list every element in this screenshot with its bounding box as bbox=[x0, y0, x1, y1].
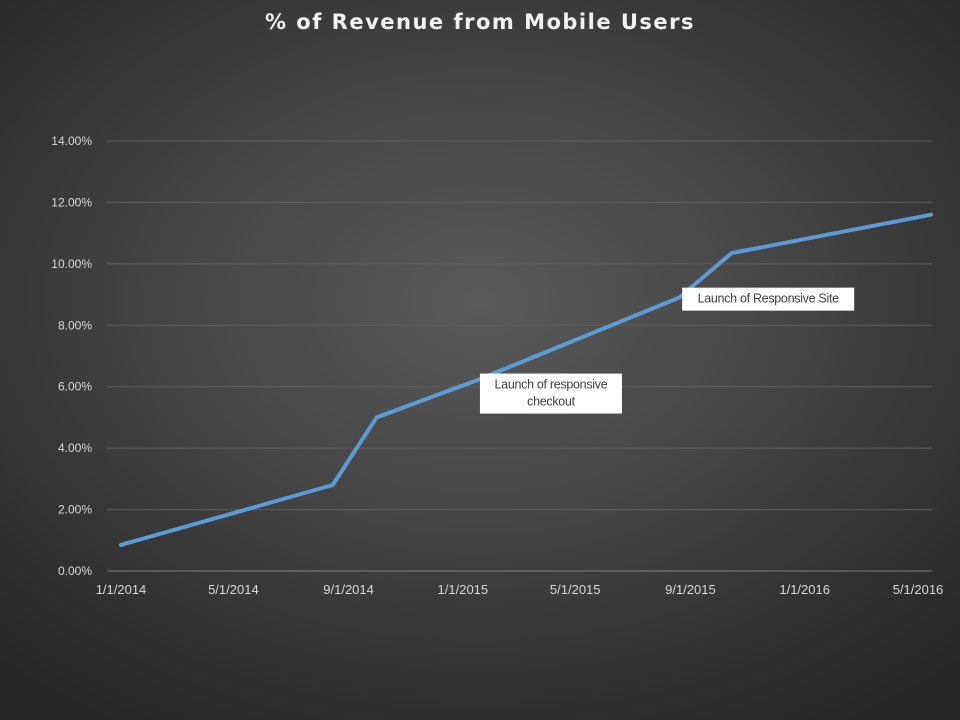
y-tick-label: 4.00% bbox=[58, 441, 92, 455]
y-tick-label: 10.00% bbox=[51, 257, 92, 271]
y-tick-label: 8.00% bbox=[58, 318, 92, 332]
x-tick-label: 5/1/2015 bbox=[550, 582, 601, 597]
y-tick-label: 14.00% bbox=[51, 134, 92, 148]
annotation-box bbox=[479, 373, 622, 414]
annotation-box bbox=[682, 287, 855, 311]
chart-title: % of Revenue from Mobile Users bbox=[264, 10, 696, 34]
y-tick-label: 2.00% bbox=[58, 503, 92, 517]
annotations: Launch of responsive checkout Launch of Re… bbox=[479, 287, 855, 414]
y-axis-tick-labels: 0.00% 2.00% 4.00% 6.00% 8.00% 10.00% 12.00% 14.… bbox=[51, 134, 92, 578]
annotation-label: Launch of Responsive Site bbox=[682, 287, 855, 311]
y-tick-label: 12.00% bbox=[51, 195, 92, 209]
y-tick-label: 0.00% bbox=[58, 564, 92, 578]
y-tick-label: 6.00% bbox=[58, 380, 92, 394]
series-line bbox=[119, 212, 934, 547]
x-tick-label: 1/1/2014 bbox=[96, 582, 147, 597]
gridlines bbox=[107, 140, 932, 572]
x-tick-label: 9/1/2015 bbox=[665, 582, 716, 597]
x-tick-label: 1/1/2015 bbox=[438, 582, 489, 597]
annotation-text: Launch of responsive bbox=[495, 378, 608, 392]
x-tick-label: 5/1/2016 bbox=[893, 582, 944, 597]
x-tick-label: 9/1/2014 bbox=[323, 582, 374, 597]
x-tick-label: 5/1/2014 bbox=[208, 582, 259, 597]
series-layer bbox=[119, 212, 934, 547]
x-tick-label: 1/1/2016 bbox=[779, 582, 830, 597]
annotation-text: checkout bbox=[527, 395, 575, 409]
annotation-label: Launch of responsive checkout bbox=[479, 373, 622, 414]
x-axis-tick-labels: 1/1/2014 5/1/2014 9/1/2014 1/1/2015 5/1/2015… bbox=[96, 582, 944, 597]
annotation-text: Launch of Responsive Site bbox=[698, 292, 840, 306]
